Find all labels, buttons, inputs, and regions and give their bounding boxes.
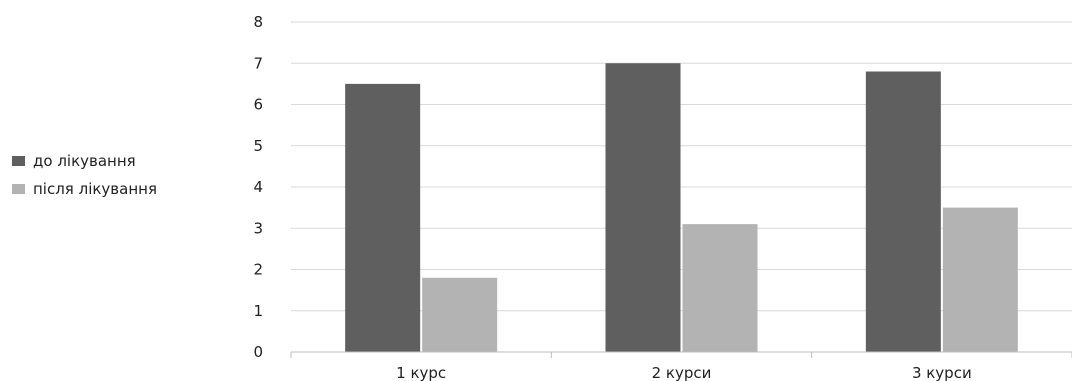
- y-tick-label: 7: [253, 54, 263, 72]
- y-tick-label: 2: [253, 261, 263, 279]
- bar-before-3: [865, 71, 941, 352]
- y-tick-label: 8: [253, 13, 263, 31]
- x-axis: [290, 351, 1072, 358]
- legend-label: після лікування: [33, 180, 157, 198]
- bar-before-2: [605, 63, 681, 352]
- bar-after-2: [682, 224, 758, 352]
- y-tick-label: 4: [253, 178, 263, 196]
- legend-swatch: [12, 156, 25, 166]
- y-tick-label: 6: [253, 96, 263, 114]
- y-axis-tick-labels: 0 1 2 3 4 5 6 7 8: [253, 13, 263, 361]
- y-tick-label: 5: [253, 137, 263, 155]
- x-tick-label: 3 курси: [912, 364, 972, 381]
- bar-after-1: [422, 277, 498, 352]
- gridlines: [291, 21, 1072, 312]
- bar-before-1: [345, 83, 421, 352]
- legend-swatch: [12, 184, 25, 194]
- x-axis-tick-labels: 1 курс 2 курси 3 курси: [396, 364, 972, 381]
- y-tick-label: 0: [253, 343, 263, 361]
- legend: до лікування після лікування: [12, 152, 157, 198]
- bar-after-3: [942, 207, 1018, 352]
- bars: [345, 63, 1018, 352]
- y-tick-label: 3: [253, 219, 263, 237]
- x-tick-label: 2 курси: [652, 364, 712, 381]
- legend-label: до лікування: [33, 152, 136, 170]
- y-tick-label: 1: [253, 302, 263, 320]
- x-tick-label: 1 курс: [396, 364, 446, 381]
